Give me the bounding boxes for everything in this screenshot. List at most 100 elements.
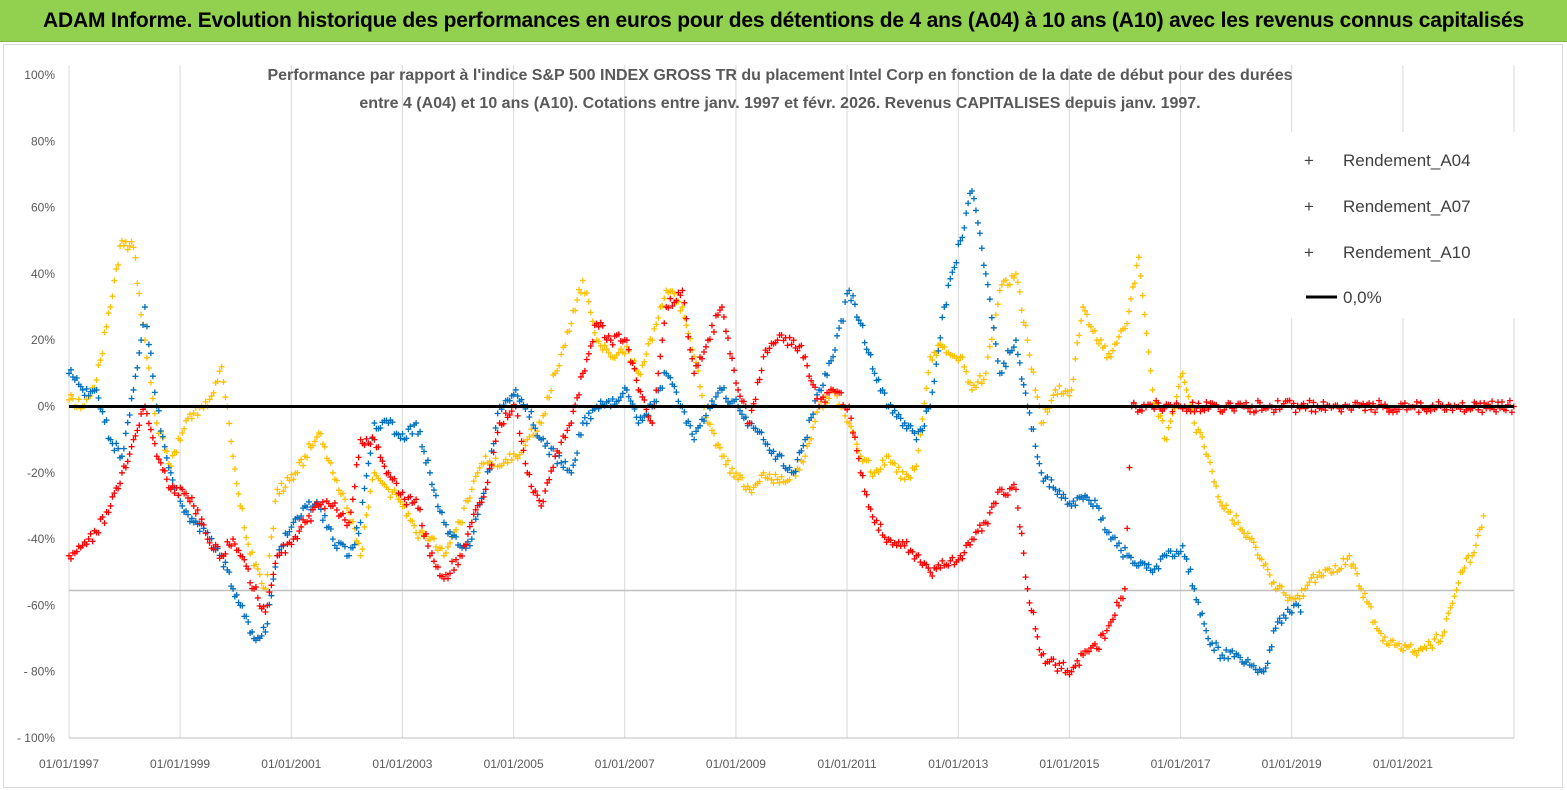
data-point <box>1084 311 1091 318</box>
data-point <box>687 346 694 353</box>
data-point <box>508 456 515 463</box>
data-point <box>1054 668 1061 675</box>
data-point <box>653 321 660 328</box>
data-point <box>577 373 584 380</box>
data-point <box>897 475 904 482</box>
data-point <box>877 521 884 528</box>
data-point <box>1199 433 1206 440</box>
data-point <box>107 502 114 509</box>
data-point <box>695 368 702 375</box>
data-point <box>1469 552 1476 559</box>
data-point <box>1435 398 1442 405</box>
data-point <box>1274 397 1281 404</box>
data-point <box>438 545 445 552</box>
data-point <box>190 502 197 509</box>
data-point <box>239 553 246 560</box>
data-point <box>1139 292 1146 299</box>
data-point <box>1467 559 1474 566</box>
data-point <box>1223 502 1230 509</box>
data-point <box>1244 656 1251 663</box>
data-point <box>214 543 221 550</box>
data-point <box>611 355 618 362</box>
data-point <box>1012 270 1019 277</box>
data-point <box>1183 556 1190 563</box>
legend-label-a07: Rendement_A07 <box>1343 197 1471 216</box>
data-point <box>95 395 102 402</box>
data-point <box>659 302 666 309</box>
data-point <box>552 453 559 460</box>
data-point <box>504 459 511 466</box>
data-point <box>976 372 983 379</box>
data-point <box>1312 579 1319 586</box>
data-point <box>177 498 184 505</box>
data-point <box>89 538 96 545</box>
data-point <box>605 332 612 339</box>
data-point <box>235 547 242 554</box>
data-point <box>284 531 291 538</box>
data-point <box>1080 496 1087 503</box>
data-point <box>371 469 378 476</box>
data-point <box>1175 383 1182 390</box>
data-point <box>1082 307 1089 314</box>
data-point <box>1407 641 1414 648</box>
data-point <box>708 398 715 405</box>
data-point <box>639 362 646 369</box>
data-point <box>138 410 145 417</box>
data-point <box>832 346 839 353</box>
data-point <box>1278 583 1285 590</box>
data-point <box>824 372 831 379</box>
data-point <box>247 579 254 586</box>
data-point <box>899 468 906 475</box>
data-point <box>239 602 246 609</box>
data-point <box>1447 604 1454 611</box>
data-point <box>907 422 914 429</box>
data-point <box>986 343 993 350</box>
data-point <box>786 476 793 483</box>
data-point <box>605 398 612 405</box>
data-point <box>145 420 152 427</box>
data-point <box>599 346 606 353</box>
data-point <box>752 425 759 432</box>
data-point <box>434 564 441 571</box>
data-point <box>786 334 793 341</box>
data-point <box>1252 408 1259 415</box>
data-point <box>1129 284 1136 291</box>
data-point <box>974 378 981 385</box>
data-point <box>540 435 547 442</box>
y-tick-label: -60% <box>27 598 55 612</box>
data-point <box>105 310 112 317</box>
data-point <box>802 353 809 360</box>
data-point <box>808 414 815 421</box>
data-point <box>683 322 690 329</box>
data-point <box>871 370 878 377</box>
data-point <box>122 464 129 471</box>
data-point <box>714 441 721 448</box>
data-point <box>826 395 833 402</box>
data-point <box>1254 669 1261 676</box>
data-point <box>1095 505 1102 512</box>
data-point <box>653 387 660 394</box>
data-point <box>998 281 1005 288</box>
data-point <box>262 628 269 635</box>
data-point <box>846 287 853 294</box>
data-point <box>183 508 190 515</box>
data-point <box>288 541 295 548</box>
legend-marker-a10: + <box>1304 243 1314 262</box>
data-point <box>101 329 108 336</box>
data-point <box>695 362 702 369</box>
data-point <box>268 592 275 599</box>
data-point <box>702 412 709 419</box>
data-point <box>699 355 706 362</box>
data-point <box>972 384 979 391</box>
data-point <box>395 431 402 438</box>
data-point <box>532 488 539 495</box>
data-point <box>361 523 368 530</box>
data-point <box>1338 565 1345 572</box>
data-point <box>764 441 771 448</box>
data-point <box>631 365 638 372</box>
data-point <box>95 362 102 369</box>
data-point <box>233 480 240 487</box>
data-point <box>784 342 791 349</box>
data-point <box>1209 468 1216 475</box>
data-point <box>990 324 997 331</box>
